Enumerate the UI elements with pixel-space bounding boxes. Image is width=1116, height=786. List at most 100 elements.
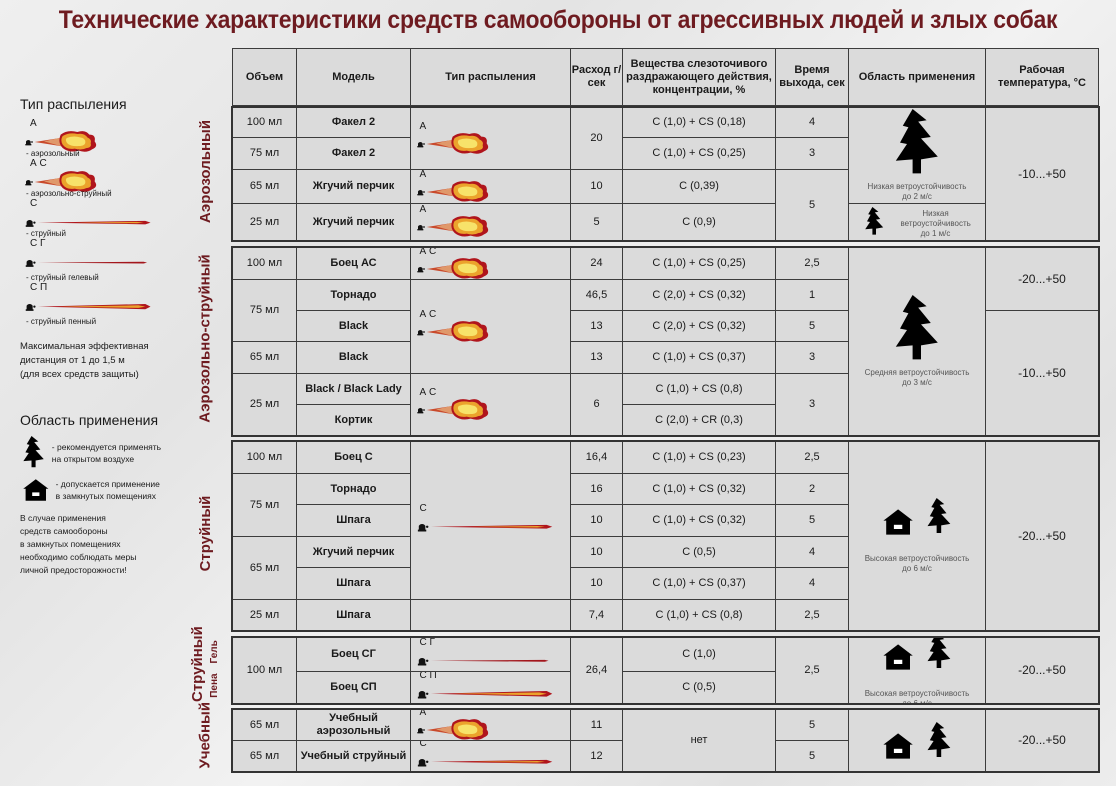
section-sublabels: Пена Гель (205, 636, 220, 702)
time-cell: 3 (775, 373, 849, 436)
volume-cell: 65 мл (232, 169, 297, 204)
substance-cell: С (1,0) + CS (0,18) (622, 107, 776, 138)
spray-code-label: С Г (30, 238, 46, 249)
volume-cell: 65 мл (232, 536, 297, 600)
model-cell: Факел 2 (296, 137, 411, 170)
aerosol-spray-icon: А С (416, 248, 566, 279)
volume-cell: 75 мл (232, 137, 297, 170)
substance-cell: нет (622, 709, 776, 772)
volume-cell: 100 мл (232, 637, 297, 704)
volume-cell: 25 мл (232, 203, 297, 241)
column-header: Область применения (848, 48, 986, 106)
substance-cell: С (1,0) + CS (0,25) (622, 137, 776, 170)
rate-cell: 10 (570, 504, 623, 537)
time-cell: 5 (775, 169, 849, 241)
legend-spray-type: А - аэрозольный (20, 118, 190, 158)
section-sublabel: Гель (209, 640, 220, 664)
temp-cell: -10...+50 (985, 107, 1099, 241)
spray-type-label: - аэрозольный (26, 149, 80, 158)
aerosol-spray-icon: А С (416, 308, 566, 344)
legend-area-text: - допускается применение в замкнутых поме… (56, 478, 160, 502)
volume-cell: 75 мл (232, 473, 297, 537)
warning-line: В случае применения (20, 513, 106, 523)
time-cell: 2,5 (775, 247, 849, 280)
rate-cell: 20 (570, 107, 623, 170)
section-label-text: Струйный (196, 495, 214, 571)
spray-cell (410, 599, 571, 631)
warning-line: необходимо соблюдать меры (20, 552, 137, 562)
area-cell: Средняя ветроустойчивость до 3 м/с (848, 247, 986, 436)
spray-cell: А С (410, 279, 571, 374)
section-label: Струйный (196, 439, 214, 628)
area-cell: Высокая ветроустойчивость до 6 м/с (848, 441, 986, 631)
time-cell: 5 (775, 504, 849, 537)
legend: Тип распыления А - аэрозольный А С - аэрозо… (20, 96, 190, 577)
warning-line: в замкнутых помещениях (20, 539, 121, 549)
spray-type-label: - струйный (26, 229, 67, 238)
model-cell: Учебный аэрозольный (296, 709, 411, 741)
substance-cell: С (0,9) (622, 203, 776, 241)
substance-cell: С (2,0) + CR (0,3) (622, 404, 776, 436)
model-cell: Боец АС (296, 247, 411, 280)
model-cell: Кортик (296, 404, 411, 436)
area-of-use: Высокая ветроустойчивость до 6 м/с (862, 638, 972, 703)
rate-cell: 6 (570, 373, 623, 436)
legend-spray-title: Тип распыления (20, 96, 127, 112)
rate-cell: 26,4 (570, 637, 623, 704)
house-icon (883, 732, 913, 759)
spray-code-label: А (30, 118, 37, 129)
substance-cell: С (1,0) + CS (0,25) (622, 247, 776, 280)
rate-cell: 10 (570, 169, 623, 204)
legend-area-line: в замкнутых помещениях (55, 491, 157, 501)
legend-spray-type: С Г - струйный гелевый (20, 238, 190, 282)
area-caption: Средняя ветроустойчивость до 3 м/с (864, 368, 970, 387)
time-cell: 4 (775, 536, 849, 568)
note-line: (для всех средств защиты) (20, 369, 139, 380)
spray-code-label: А С (419, 308, 437, 320)
spray-cell: А (410, 203, 571, 241)
area-icons (882, 638, 953, 671)
jet-spray-icon: С (416, 741, 566, 771)
model-cell: Black (296, 310, 411, 342)
warning-note: В случае применения средств самообороны … (20, 512, 190, 577)
spray-code-label: С П (30, 282, 48, 293)
rate-cell: 12 (570, 740, 623, 772)
area-of-use: Средняя ветроустойчивость до 3 м/с (862, 295, 972, 388)
spray-code-label: А (419, 120, 427, 132)
rate-cell: 7,4 (570, 599, 623, 631)
legend-area-line: - рекомендуется применять (51, 442, 162, 452)
substance-cell: С (1,0) (622, 637, 776, 672)
legend-spray-type: А С - аэрозольно-струйный (20, 158, 190, 198)
spray-cell: А (410, 709, 571, 741)
time-cell: 3 (775, 137, 849, 170)
volume-cell: 100 мл (232, 441, 297, 474)
spray-cell: А С (410, 247, 571, 280)
section-label: Струйный Пена Гель (189, 626, 220, 702)
time-cell: 3 (775, 341, 849, 374)
spray-cell: С П (410, 671, 571, 704)
substance-cell: С (2,0) + CS (0,32) (622, 279, 776, 311)
substance-cell: С (1,0) + CS (0,8) (622, 373, 776, 405)
warning-line: средств самообороны (20, 526, 108, 536)
jet-spray-icon: С (416, 503, 566, 538)
time-cell: 1 (775, 279, 849, 311)
gel-jet-spray-icon: С Г (416, 638, 566, 671)
model-cell: Факел 2 (296, 107, 411, 138)
model-cell: Боец СГ (296, 637, 411, 672)
spray-code-label: А С (419, 386, 437, 398)
volume-cell: 100 мл (232, 107, 297, 138)
column-header: Расход г/сек (570, 48, 623, 106)
section-label: Учебный (197, 702, 214, 769)
column-header: Вещества слезоточивого раздражающего дей… (622, 48, 776, 106)
rate-cell: 10 (570, 536, 623, 568)
rate-cell: 13 (570, 341, 623, 374)
spray-code-label: А (419, 709, 427, 718)
legend-area-item: - допускается применение в замкнутых поме… (22, 478, 190, 502)
model-cell: Боец СП (296, 671, 411, 704)
substance-cell: С (1,0) + CS (0,37) (622, 341, 776, 374)
aerosol-spray-icon: А (416, 205, 566, 239)
volume-cell: 65 мл (232, 709, 297, 741)
legend-spray-type: С П - струйный пенный (20, 282, 190, 326)
substance-cell: С (1,0) + CS (0,32) (622, 504, 776, 537)
temp-cell: -20...+50 (985, 441, 1099, 631)
